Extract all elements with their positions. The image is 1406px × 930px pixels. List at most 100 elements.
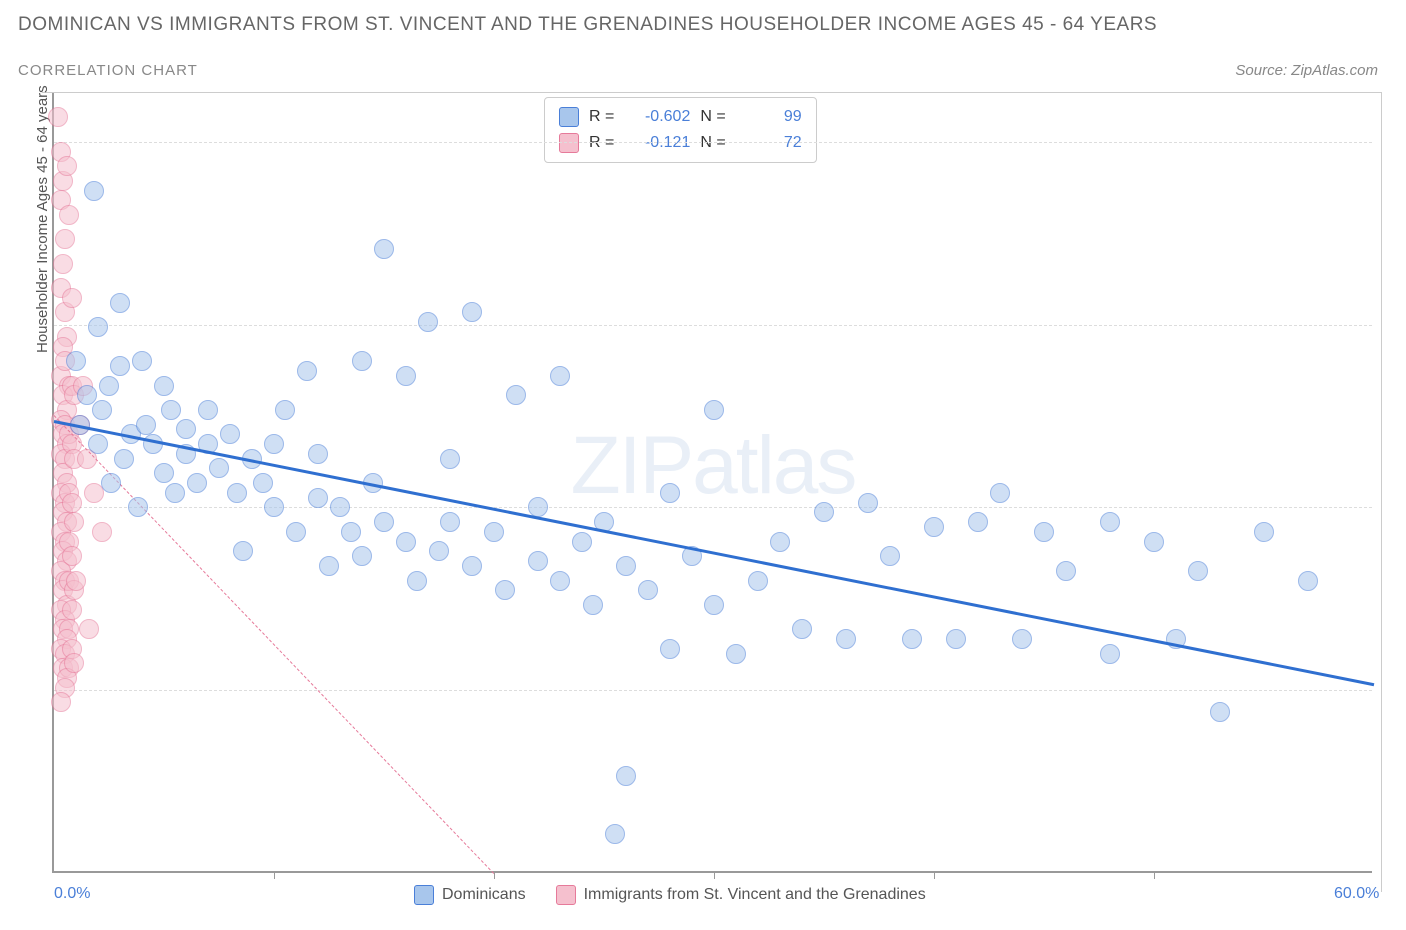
plot-area: Householder Income Ages 45 - 64 years ZI… (52, 93, 1372, 873)
data-point (704, 400, 724, 420)
data-point (209, 458, 229, 478)
n-label: N = (700, 134, 725, 152)
data-point (161, 400, 181, 420)
data-point (110, 356, 130, 376)
data-point (136, 415, 156, 435)
source-attribution: Source: ZipAtlas.com (1235, 62, 1378, 79)
data-point (198, 400, 218, 420)
data-point (165, 483, 185, 503)
y-tick-label: $112,500 (1382, 315, 1406, 333)
data-point (396, 366, 416, 386)
y-tick-label: $150,000 (1382, 132, 1406, 150)
data-point (55, 229, 75, 249)
data-point (227, 483, 247, 503)
data-point (176, 419, 196, 439)
source-label: Source: (1235, 62, 1287, 79)
data-point (57, 156, 77, 176)
data-point (352, 546, 372, 566)
r-value-svg: -0.121 (624, 134, 690, 152)
data-point (253, 473, 273, 493)
data-point (616, 766, 636, 786)
data-point (660, 483, 680, 503)
data-point (495, 580, 515, 600)
data-point (462, 556, 482, 576)
data-point (1034, 522, 1054, 542)
data-point (92, 522, 112, 542)
data-point (84, 181, 104, 201)
data-point (440, 512, 460, 532)
data-point (990, 483, 1010, 503)
y-tick-label: $37,500 (1382, 680, 1406, 698)
data-point (132, 351, 152, 371)
data-point (880, 546, 900, 566)
data-point (62, 493, 82, 513)
data-point (154, 376, 174, 396)
data-point (101, 473, 121, 493)
data-point (286, 522, 306, 542)
data-point (748, 571, 768, 591)
data-point (440, 449, 460, 469)
data-point (1056, 561, 1076, 581)
data-point (858, 493, 878, 513)
chart-subtitle: CORRELATION CHART (18, 62, 198, 79)
n-value-dominicans: 99 (736, 108, 802, 126)
data-point (114, 449, 134, 469)
data-point (51, 692, 71, 712)
data-point (99, 376, 119, 396)
data-point (1100, 512, 1120, 532)
source-name: ZipAtlas.com (1291, 62, 1378, 79)
legend-item-svg: Immigrants from St. Vincent and the Gren… (556, 885, 926, 905)
n-value-svg: 72 (736, 134, 802, 152)
y-tick-label: $75,000 (1382, 497, 1406, 515)
data-point (66, 351, 86, 371)
data-point (462, 302, 482, 322)
data-point (484, 522, 504, 542)
data-point (407, 571, 427, 591)
stats-row-dominicans: R = -0.602 N = 99 (559, 104, 802, 130)
legend-swatch-svg (556, 885, 576, 905)
data-point (308, 488, 328, 508)
data-point (429, 541, 449, 561)
data-point (968, 512, 988, 532)
data-point (946, 629, 966, 649)
data-point (792, 619, 812, 639)
data-point (605, 824, 625, 844)
data-point (88, 317, 108, 337)
swatch-svg (559, 133, 579, 153)
data-point (506, 385, 526, 405)
data-point (396, 532, 416, 552)
legend-bottom: Dominicans Immigrants from St. Vincent a… (414, 885, 926, 905)
x-tick (1154, 871, 1155, 879)
data-point (1188, 561, 1208, 581)
data-point (418, 312, 438, 332)
n-label: N = (700, 108, 725, 126)
x-tick (714, 871, 715, 879)
data-point (154, 463, 174, 483)
gridline-h (54, 142, 1372, 143)
data-point (814, 502, 834, 522)
data-point (704, 595, 724, 615)
x-tick-label: 60.0% (1334, 885, 1379, 903)
data-point (550, 366, 570, 386)
data-point (1012, 629, 1032, 649)
data-point (319, 556, 339, 576)
data-point (528, 551, 548, 571)
data-point (638, 580, 658, 600)
data-point (66, 571, 86, 591)
data-point (297, 361, 317, 381)
watermark: ZIPatlas (571, 419, 856, 513)
chart-container: Householder Income Ages 45 - 64 years ZI… (42, 92, 1382, 892)
data-point (572, 532, 592, 552)
legend-label-dominicans: Dominicans (442, 886, 526, 904)
data-point (924, 517, 944, 537)
data-point (220, 424, 240, 444)
data-point (59, 205, 79, 225)
data-point (264, 434, 284, 454)
data-point (128, 497, 148, 517)
data-point (88, 434, 108, 454)
data-point (62, 546, 82, 566)
data-point (64, 653, 84, 673)
data-point (233, 541, 253, 561)
data-point (275, 400, 295, 420)
x-tick (934, 871, 935, 879)
